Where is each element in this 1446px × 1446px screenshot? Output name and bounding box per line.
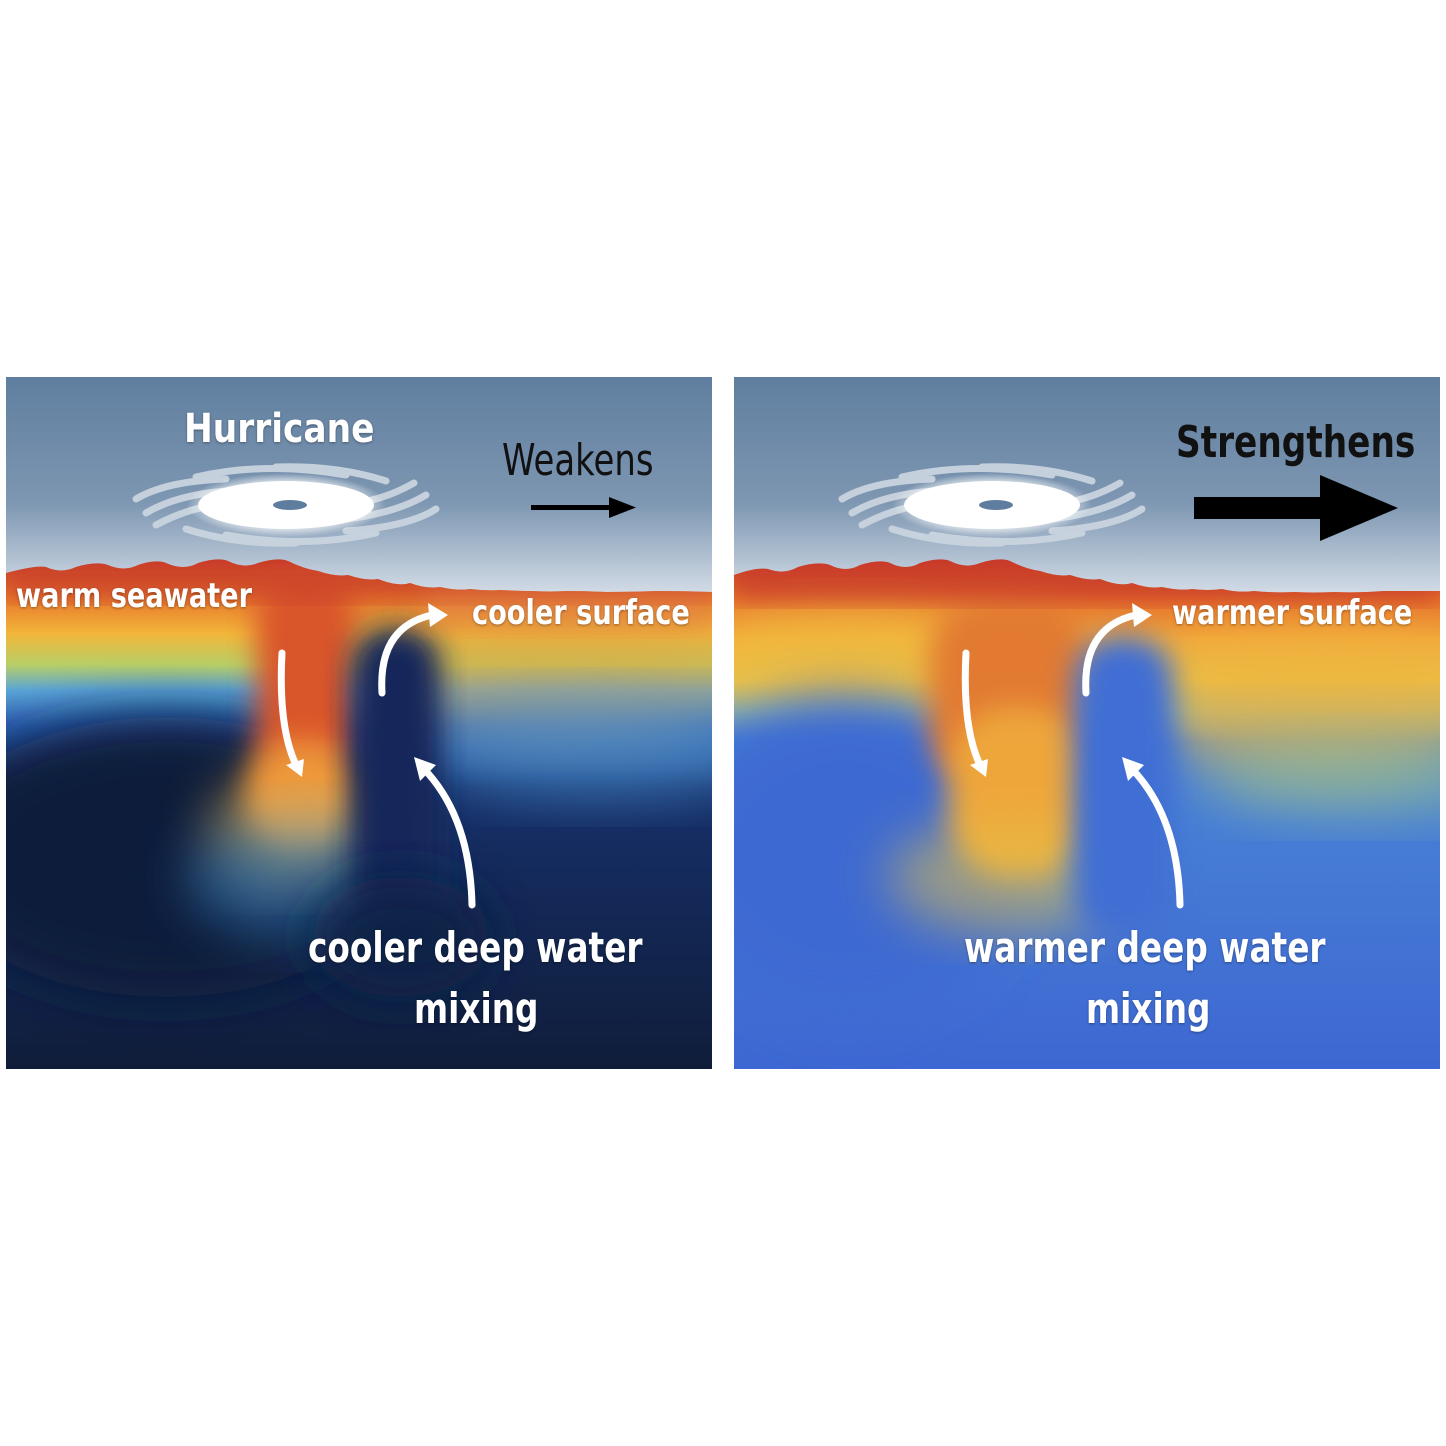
curved-arrow-up-icon xyxy=(378,603,448,697)
ocean-diagram-left xyxy=(6,377,712,1069)
weakens-label: Weakens xyxy=(502,435,654,486)
curved-arrow-up-icon xyxy=(414,757,476,909)
mixing-label-right: mixing xyxy=(1086,984,1211,1033)
hurricane-icon xyxy=(838,463,1146,547)
hurricane-label: Hurricane xyxy=(184,406,375,452)
mixing-label-left: mixing xyxy=(414,984,539,1033)
warmer-surface-label: warmer surface xyxy=(1172,593,1413,633)
curved-arrow-down-icon xyxy=(277,649,304,777)
curved-arrow-down-icon xyxy=(961,649,988,777)
strengthens-label: Strengthens xyxy=(1176,417,1416,468)
curved-arrow-up-icon xyxy=(1082,603,1152,697)
cooler-surface-label: cooler surface xyxy=(472,593,690,633)
warmer-deep-water-label: warmer deep water xyxy=(964,923,1326,972)
arrow-right-icon xyxy=(1194,475,1398,541)
curved-arrow-up-icon xyxy=(1122,757,1184,909)
panel-weakens: Hurricane Weakens warm seawater cooler s… xyxy=(6,377,712,1069)
cooler-deep-water-label: cooler deep water xyxy=(308,923,643,972)
warm-seawater-label: warm seawater xyxy=(16,576,253,616)
hurricane-icon xyxy=(132,463,440,547)
arrow-right-icon xyxy=(531,497,636,518)
ocean-diagram-right xyxy=(734,377,1440,1069)
panel-strengthens: Strengthens warmer surface warmer deep w… xyxy=(734,377,1440,1069)
